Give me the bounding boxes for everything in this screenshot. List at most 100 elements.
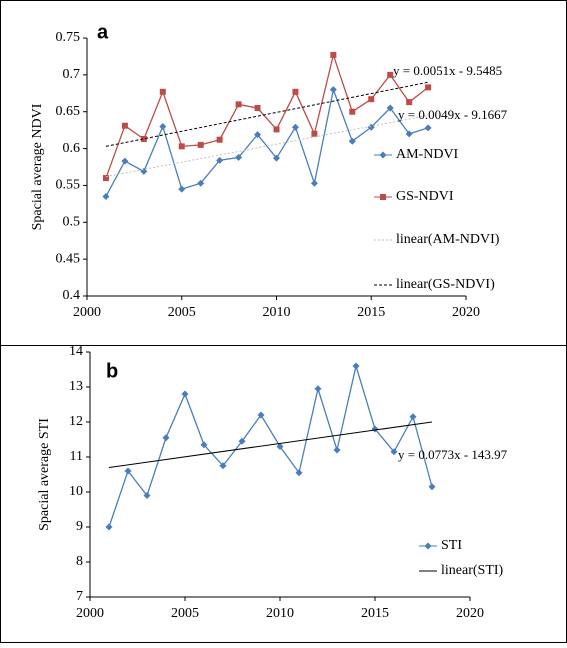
diamond-marker bbox=[329, 86, 337, 94]
square-marker bbox=[311, 130, 318, 137]
y-tick-label: 0.7 bbox=[63, 67, 81, 82]
x-tick-label: 2020 bbox=[452, 305, 480, 320]
square-marker bbox=[178, 143, 185, 150]
legend-marker bbox=[424, 542, 432, 550]
square-marker bbox=[387, 71, 394, 78]
square-marker bbox=[368, 96, 375, 103]
y-tick-label: 0.5 bbox=[63, 215, 81, 230]
x-tick-label: 2000 bbox=[76, 606, 104, 621]
diamond-marker bbox=[424, 124, 432, 132]
diamond-marker bbox=[333, 446, 341, 454]
square-marker bbox=[235, 101, 242, 108]
data-line bbox=[108, 363, 433, 528]
y-tick-label: 0.45 bbox=[56, 251, 81, 266]
y-axis-label: Spacial average NDVI bbox=[30, 103, 45, 230]
x-tick-label: 2015 bbox=[357, 305, 385, 320]
trend-equation: y = 0.0051x - 9.5485 bbox=[393, 63, 502, 78]
diamond-marker bbox=[124, 467, 132, 475]
y-tick-label: 8 bbox=[76, 554, 83, 569]
y-tick-label: 9 bbox=[76, 519, 83, 534]
square-marker bbox=[102, 175, 109, 182]
diamond-marker bbox=[348, 137, 356, 145]
diamond-marker bbox=[238, 437, 246, 445]
diamond-marker bbox=[291, 123, 299, 131]
trend-equation: y = 0.0049x - 9.1667 bbox=[398, 107, 508, 122]
square-marker bbox=[292, 88, 299, 95]
diamond-marker bbox=[257, 411, 265, 419]
square-marker bbox=[425, 84, 432, 91]
x-tick-label: 2010 bbox=[266, 606, 294, 621]
diamond-marker bbox=[102, 192, 110, 200]
y-tick-label: 10 bbox=[69, 484, 83, 499]
square-marker bbox=[349, 108, 356, 115]
diamond-marker bbox=[254, 131, 262, 139]
y-tick-label: 11 bbox=[70, 449, 83, 464]
legend-label: linear(AM-NDVI) bbox=[396, 232, 500, 247]
panel-label: b bbox=[106, 360, 118, 382]
diamond-marker bbox=[276, 443, 284, 450]
x-tick-label: 2005 bbox=[168, 305, 196, 320]
y-tick-label: 14 bbox=[69, 344, 83, 359]
y-tick-label: 7 bbox=[76, 589, 83, 604]
square-marker bbox=[159, 88, 166, 95]
trend-equation: y = 0.0773x - 143.97 bbox=[398, 447, 508, 462]
y-tick-label: 12 bbox=[69, 414, 83, 429]
y-tick-label: 0.75 bbox=[56, 30, 81, 45]
diamond-marker bbox=[162, 434, 170, 442]
data-line bbox=[105, 52, 429, 179]
diamond-marker bbox=[352, 362, 360, 370]
diamond-marker bbox=[409, 413, 417, 421]
legend-label: linear(STI) bbox=[441, 563, 504, 578]
y-tick-label: 0.4 bbox=[63, 288, 81, 303]
y-tick-label: 0.6 bbox=[63, 141, 81, 156]
data-line bbox=[105, 87, 429, 197]
diamond-marker bbox=[121, 157, 129, 165]
diamond-marker bbox=[235, 153, 243, 161]
diamond-marker bbox=[216, 156, 224, 164]
panel-label: a bbox=[97, 21, 109, 43]
diamond-marker bbox=[159, 122, 167, 130]
diamond-marker bbox=[181, 390, 189, 398]
diamond-marker bbox=[310, 179, 318, 187]
diamond-marker bbox=[295, 469, 303, 477]
y-tick-label: 0.65 bbox=[56, 104, 81, 119]
diamond-marker bbox=[200, 441, 208, 449]
diamond-marker bbox=[143, 492, 151, 499]
diamond-marker bbox=[178, 185, 186, 193]
y-axis-label: Spacial average STI bbox=[37, 418, 52, 531]
legend-label: linear(GS-NDVI) bbox=[396, 277, 495, 292]
diamond-marker bbox=[314, 385, 322, 393]
square-marker bbox=[406, 99, 413, 106]
square-marker bbox=[254, 105, 261, 112]
legend-label: STI bbox=[441, 538, 462, 553]
x-tick-label: 2020 bbox=[456, 606, 484, 621]
x-tick-label: 2010 bbox=[263, 305, 291, 320]
x-tick-label: 2015 bbox=[361, 606, 389, 621]
square-marker bbox=[197, 141, 204, 148]
diamond-marker bbox=[219, 462, 227, 470]
square-marker bbox=[121, 122, 128, 129]
y-tick-label: 0.55 bbox=[56, 178, 81, 193]
x-tick-label: 2005 bbox=[171, 606, 199, 621]
diamond-marker bbox=[273, 154, 280, 162]
trend-line bbox=[105, 114, 429, 178]
diamond-marker bbox=[386, 104, 394, 112]
square-marker bbox=[330, 51, 337, 58]
diamond-marker bbox=[390, 448, 398, 456]
diamond-marker bbox=[197, 179, 205, 187]
diamond-marker bbox=[367, 123, 375, 131]
y-tick-label: 13 bbox=[69, 379, 83, 394]
diamond-marker bbox=[405, 130, 413, 138]
legend-label: AM-NDVI bbox=[396, 147, 459, 162]
legend-label: GS-NDVI bbox=[396, 189, 454, 204]
legend-marker bbox=[379, 151, 387, 159]
diamond-marker bbox=[105, 523, 113, 531]
square-marker bbox=[273, 126, 280, 133]
trend-line bbox=[108, 421, 433, 468]
square-marker bbox=[216, 136, 223, 143]
square-marker bbox=[140, 135, 147, 142]
x-tick-label: 2000 bbox=[73, 305, 101, 320]
diamond-marker bbox=[428, 483, 436, 491]
